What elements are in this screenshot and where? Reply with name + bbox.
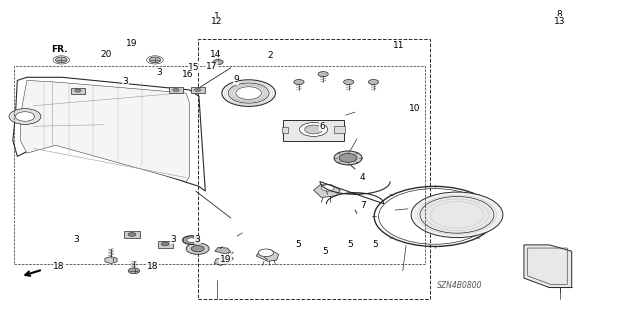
Text: 17: 17 xyxy=(206,62,218,71)
Polygon shape xyxy=(215,248,231,254)
Text: 6: 6 xyxy=(319,122,324,131)
Text: 3: 3 xyxy=(171,235,176,244)
Polygon shape xyxy=(314,185,340,197)
Circle shape xyxy=(236,87,261,100)
Text: 5: 5 xyxy=(372,240,378,249)
Circle shape xyxy=(186,243,209,254)
Circle shape xyxy=(258,249,273,256)
Text: 5: 5 xyxy=(322,247,328,256)
Circle shape xyxy=(56,57,67,63)
Text: 11: 11 xyxy=(392,41,404,49)
Circle shape xyxy=(300,122,328,137)
Text: 12: 12 xyxy=(211,18,223,26)
Text: 20: 20 xyxy=(101,50,112,59)
Text: 3: 3 xyxy=(123,77,129,86)
Circle shape xyxy=(128,268,140,274)
Polygon shape xyxy=(214,256,234,265)
Text: 8: 8 xyxy=(557,11,563,19)
Circle shape xyxy=(321,185,334,191)
Text: 18: 18 xyxy=(53,262,65,271)
Text: 15: 15 xyxy=(188,63,200,72)
Text: SZN4B0800: SZN4B0800 xyxy=(437,281,483,291)
Text: 10: 10 xyxy=(408,104,420,113)
Text: 3: 3 xyxy=(195,235,200,244)
Circle shape xyxy=(149,57,161,63)
Text: 14: 14 xyxy=(210,50,221,59)
Circle shape xyxy=(334,151,362,165)
Circle shape xyxy=(294,79,304,85)
Text: 2: 2 xyxy=(268,51,273,60)
Circle shape xyxy=(187,238,196,242)
Text: 18: 18 xyxy=(147,262,159,271)
Circle shape xyxy=(191,246,204,252)
Text: 7: 7 xyxy=(360,202,365,211)
Circle shape xyxy=(182,236,200,245)
Text: 19: 19 xyxy=(220,255,232,263)
Polygon shape xyxy=(256,250,278,261)
Text: 19: 19 xyxy=(125,39,137,48)
Circle shape xyxy=(420,197,494,233)
Text: FR.: FR. xyxy=(51,45,68,54)
Text: 4: 4 xyxy=(360,173,365,182)
Polygon shape xyxy=(524,245,572,287)
Circle shape xyxy=(128,233,136,236)
Circle shape xyxy=(344,79,354,85)
Text: 1: 1 xyxy=(214,12,220,21)
Bar xyxy=(334,126,346,133)
Bar xyxy=(283,120,344,141)
Polygon shape xyxy=(20,80,189,182)
Text: 3: 3 xyxy=(157,68,163,77)
Circle shape xyxy=(15,112,35,121)
Circle shape xyxy=(411,192,503,238)
Circle shape xyxy=(161,242,169,246)
Text: 13: 13 xyxy=(554,17,565,26)
Circle shape xyxy=(75,89,81,92)
Circle shape xyxy=(222,80,275,106)
Circle shape xyxy=(339,153,357,162)
Text: 16: 16 xyxy=(182,70,194,78)
Bar xyxy=(14,66,425,264)
Circle shape xyxy=(318,71,328,77)
Polygon shape xyxy=(13,77,205,191)
Bar xyxy=(157,241,173,248)
Bar xyxy=(191,87,205,93)
Circle shape xyxy=(213,60,223,65)
Text: 3: 3 xyxy=(74,235,79,244)
Polygon shape xyxy=(105,256,117,263)
Bar xyxy=(198,39,430,299)
Circle shape xyxy=(173,88,179,92)
Bar xyxy=(124,231,140,238)
Bar xyxy=(282,127,288,133)
Circle shape xyxy=(228,83,269,103)
Bar xyxy=(71,88,85,94)
Circle shape xyxy=(305,125,323,134)
Text: 5: 5 xyxy=(295,240,301,249)
Circle shape xyxy=(9,108,41,124)
Text: 9: 9 xyxy=(233,75,239,84)
Circle shape xyxy=(195,88,201,92)
Bar xyxy=(169,87,183,93)
Text: 5: 5 xyxy=(347,240,353,249)
Circle shape xyxy=(369,79,379,85)
